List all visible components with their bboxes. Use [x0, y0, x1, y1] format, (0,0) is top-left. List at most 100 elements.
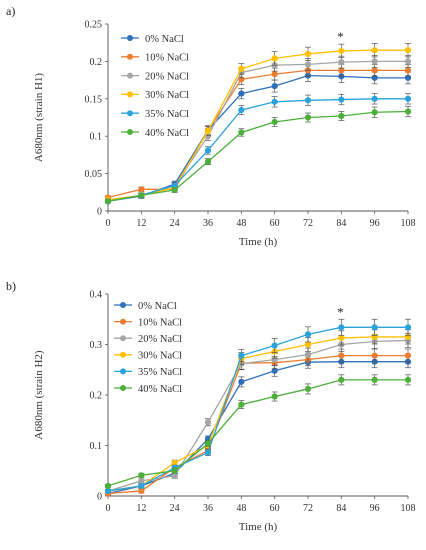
data-point [304, 351, 312, 358]
series-line [107, 49, 408, 201]
legend-label: 20% NaCl [138, 334, 182, 345]
data-point [371, 352, 378, 359]
data-point [304, 341, 312, 348]
panel-label-a: a) [6, 4, 16, 18]
data-point [304, 97, 312, 104]
series-line [107, 69, 408, 199]
data-point [104, 198, 112, 205]
data-point [171, 459, 178, 466]
data-point [238, 378, 245, 385]
data-point [238, 90, 245, 97]
x-tick-label: 72 [303, 503, 313, 514]
data-point [238, 106, 245, 114]
series-line [107, 339, 409, 492]
legend-swatch-marker [120, 368, 126, 375]
data-point [138, 487, 145, 495]
series-line [107, 326, 408, 492]
data-point [271, 82, 278, 90]
legend-label: 30% NaCl [138, 351, 182, 362]
y-tick-label: 0.3 [90, 340, 103, 351]
x-tick-label: 12 [136, 218, 146, 229]
series-30-nacl [104, 43, 412, 203]
data-point [104, 482, 112, 489]
data-point [204, 147, 212, 154]
x-tick-label: 48 [236, 503, 246, 514]
series-35-nacl [104, 318, 412, 495]
x-tick-label: 84 [336, 218, 346, 229]
data-point [338, 96, 345, 103]
data-point [204, 127, 212, 135]
y-tick-label: 0.2 [90, 57, 103, 68]
data-point [338, 59, 345, 66]
series-line [107, 354, 408, 495]
data-point [404, 67, 412, 74]
legend: 0% NaCl 10% NaCl 20% NaCl 30% NaCl 35% NaCl 4… [114, 301, 182, 395]
x-tick-label: 36 [203, 218, 213, 229]
y-tick-label: 0.2 [90, 391, 103, 402]
legend: 0% NaCl 10% NaCl 20% NaCl 30% NaCl 35% NaCl 4… [121, 34, 189, 139]
data-point [304, 114, 312, 121]
x-tick-label: 60 [270, 503, 280, 514]
data-point [171, 186, 178, 194]
legend-label: 35% NaCl [145, 109, 189, 120]
data-point [338, 334, 345, 342]
data-point [404, 376, 412, 383]
data-point [271, 71, 278, 78]
legend-label: 10% NaCl [138, 317, 182, 328]
data-point [271, 367, 278, 374]
x-tick-label: 48 [236, 218, 246, 229]
legend-label: 10% NaCl [145, 53, 189, 64]
data-point [204, 440, 212, 447]
data-point [238, 401, 245, 408]
data-point [371, 109, 378, 116]
x-tick-label: 0 [106, 218, 111, 229]
data-point [204, 419, 212, 426]
data-point [171, 182, 178, 189]
data-point [304, 385, 312, 393]
legend-label: 35% NaCl [138, 367, 182, 378]
y-tick-label: 0 [97, 492, 102, 503]
x-tick-label: 72 [303, 218, 313, 229]
x-tick-label: 0 [106, 503, 111, 514]
x-tick-label: 108 [401, 218, 416, 229]
data-point [304, 331, 312, 338]
legend-swatch-marker [120, 351, 126, 358]
x-tick-label: 96 [370, 218, 380, 229]
x-tick-label: 84 [336, 503, 346, 514]
significance-asterisk: * [337, 304, 344, 319]
legend-label: 0% NaCl [145, 34, 184, 45]
data-point [371, 324, 378, 331]
data-point [371, 58, 378, 65]
data-point [104, 487, 112, 495]
x-tick-label: 96 [370, 503, 380, 514]
data-point [138, 192, 145, 199]
x-tick-label: 24 [170, 503, 180, 514]
y-tick-label: 0.05 [85, 169, 103, 180]
y-tick-label: 0.15 [85, 94, 103, 105]
y-axis-title: A680nm (strain H2) [33, 350, 45, 440]
data-point [171, 467, 178, 474]
data-point [338, 112, 345, 120]
y-tick-label: 0.4 [90, 290, 103, 301]
legend-swatch-marker [127, 110, 133, 117]
panel-label-b: b) [6, 279, 16, 293]
series-40-nacl [104, 374, 412, 489]
legend-label: 0% NaCl [138, 301, 177, 312]
data-point [271, 55, 278, 62]
data-point [271, 342, 278, 349]
legend-label: 40% NaCl [138, 384, 182, 395]
chart-a-plot: 0 0.05 0.1 0.15 0.2 0.25 0 12 24 36 48 60 72 84 96 108 T… [33, 20, 416, 249]
legend-swatch-marker [120, 318, 126, 325]
series-line [107, 379, 408, 487]
series-line [107, 110, 409, 202]
legend-swatch-marker [120, 335, 126, 342]
x-tick-label: 108 [401, 503, 416, 514]
y-axis-title: A680nm (strain H1) [33, 73, 45, 163]
x-tick-label: 36 [203, 503, 213, 514]
x-tick-label: 12 [136, 503, 146, 514]
data-point [338, 47, 345, 55]
data-point [304, 61, 312, 68]
legend-swatch-marker [120, 385, 126, 391]
legend-swatch-marker [127, 35, 133, 41]
data-point [404, 352, 412, 359]
